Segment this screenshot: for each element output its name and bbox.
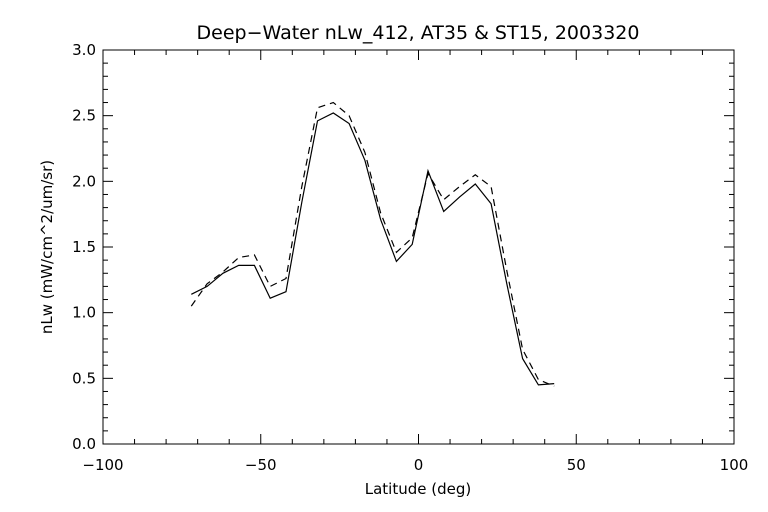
- y-tick-label: 1.5: [72, 238, 96, 256]
- y-tick-label: 2.0: [72, 172, 96, 190]
- x-tick-label: 100: [720, 456, 749, 474]
- x-tick-labels: −100 −50 0 50 100: [82, 456, 748, 474]
- series-line-solid: [191, 112, 555, 386]
- y-tick-label: 0.5: [72, 369, 96, 387]
- y-tick-label: 0.0: [72, 435, 96, 453]
- x-axis-label: Latitude (deg): [365, 480, 471, 498]
- y-tick-label: 3.0: [72, 41, 96, 59]
- y-tick-labels: 0.0 0.5 1.0 1.5 2.0 2.5 3.0: [72, 41, 96, 453]
- y-axis-label: nLw (mW/cm^2/um/sr): [38, 160, 56, 334]
- x-tick-label: 0: [414, 456, 424, 474]
- chart-title: Deep−Water nLw_412, AT35 & ST15, 2003320: [197, 22, 640, 44]
- x-tick-label: −50: [245, 456, 277, 474]
- series-line-dashed: [190, 101, 555, 387]
- axis-ticks: [102, 49, 735, 445]
- y-tick-label: 1.0: [72, 304, 96, 322]
- x-tick-label: −100: [82, 456, 123, 474]
- x-tick-label: 50: [567, 456, 586, 474]
- y-tick-label: 2.5: [72, 107, 96, 125]
- plot-frame: [102, 49, 735, 445]
- series-lines: [190, 101, 555, 387]
